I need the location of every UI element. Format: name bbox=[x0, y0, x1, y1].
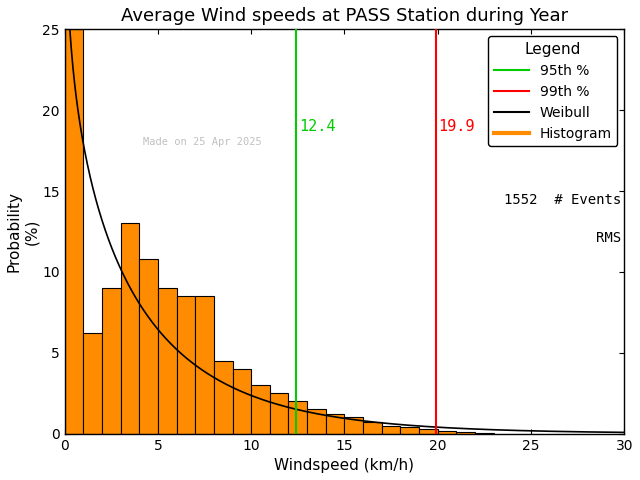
Bar bbox=[382, 426, 401, 433]
Bar bbox=[363, 422, 382, 433]
Bar bbox=[177, 296, 195, 433]
Bar bbox=[438, 431, 456, 433]
Bar bbox=[195, 296, 214, 433]
Text: RMS: RMS bbox=[596, 231, 621, 245]
Bar bbox=[140, 259, 158, 433]
Bar bbox=[419, 429, 438, 433]
Y-axis label: Probability
(%): Probability (%) bbox=[7, 191, 39, 272]
Bar bbox=[251, 385, 270, 433]
Title: Average Wind speeds at PASS Station during Year: Average Wind speeds at PASS Station duri… bbox=[121, 7, 568, 25]
Bar bbox=[401, 427, 419, 433]
Bar bbox=[102, 288, 120, 433]
Text: Made on 25 Apr 2025: Made on 25 Apr 2025 bbox=[143, 137, 262, 147]
Bar bbox=[270, 393, 289, 433]
Bar bbox=[344, 418, 363, 433]
Bar bbox=[120, 223, 140, 433]
Bar bbox=[158, 288, 177, 433]
Bar bbox=[307, 409, 326, 433]
Bar bbox=[214, 361, 232, 433]
Bar bbox=[289, 401, 307, 433]
Bar bbox=[83, 333, 102, 433]
Legend: 95th %, 99th %, Weibull, Histogram: 95th %, 99th %, Weibull, Histogram bbox=[488, 36, 618, 146]
Text: 12.4: 12.4 bbox=[299, 120, 335, 134]
X-axis label: Windspeed (km/h): Windspeed (km/h) bbox=[275, 458, 415, 473]
Text: 1552  # Events: 1552 # Events bbox=[504, 193, 621, 207]
Bar bbox=[232, 369, 251, 433]
Text: 19.9: 19.9 bbox=[438, 120, 475, 134]
Bar bbox=[326, 414, 344, 433]
Bar bbox=[65, 29, 83, 433]
Bar bbox=[456, 432, 475, 433]
